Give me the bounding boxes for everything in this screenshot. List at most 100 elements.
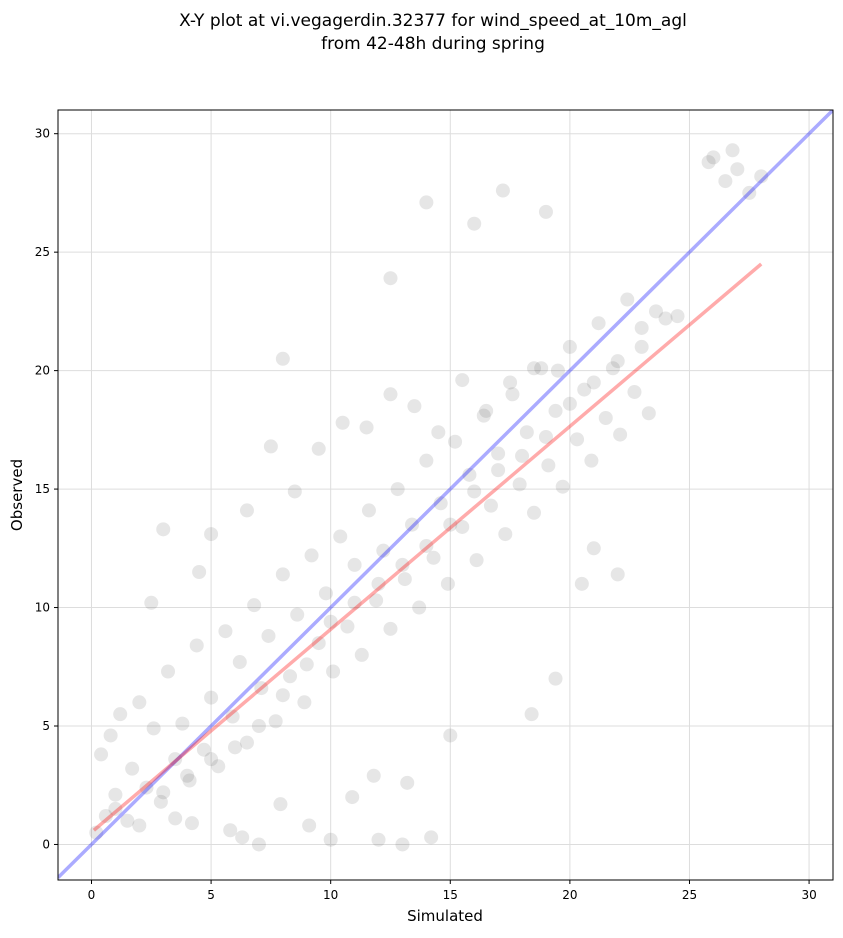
scatter-point	[512, 477, 527, 492]
scatter-point	[302, 818, 317, 833]
scatter-point	[251, 837, 266, 852]
scatter-point	[180, 768, 195, 783]
scatter-point	[634, 320, 649, 335]
scatter-point	[467, 216, 482, 231]
scatter-point	[562, 396, 577, 411]
scatter-point	[108, 787, 123, 802]
scatter-point	[263, 439, 278, 454]
scatter-point	[108, 801, 123, 816]
scatter-point	[419, 453, 434, 468]
scatter-point	[462, 467, 477, 482]
scatter-point	[383, 387, 398, 402]
y-axis: 0 5 10 15 20 25 30	[35, 127, 58, 851]
scatter-point	[634, 339, 649, 354]
scatter-point	[467, 484, 482, 499]
scatter-point	[223, 823, 238, 838]
scatter-point	[132, 818, 147, 833]
scatter-point	[443, 728, 458, 743]
scatter-point	[586, 375, 601, 390]
scatter-point	[275, 567, 290, 582]
scatter-point	[192, 565, 207, 579]
scatter-point	[204, 690, 219, 705]
scatter-point	[648, 304, 663, 319]
y-tick-label: 5	[42, 719, 50, 733]
scatter-point	[431, 425, 446, 440]
scatter-point	[426, 550, 441, 565]
scatter-point	[369, 593, 384, 608]
scatter-point	[658, 311, 673, 326]
scatter-point	[424, 830, 439, 845]
scatter-point	[495, 183, 510, 198]
scatter-point	[323, 832, 338, 847]
x-axis: 0 5 10 15 20 25 30	[88, 880, 817, 902]
scatter-point	[283, 669, 298, 684]
scatter-point	[359, 420, 374, 435]
scatter-point	[184, 816, 199, 831]
scatter-point	[515, 448, 530, 463]
scatter-point	[433, 496, 448, 511]
chart-title-line2: from 42-48h during spring	[321, 34, 545, 54]
scatter-point	[247, 598, 262, 613]
scatter-point	[390, 482, 405, 497]
scatter-point	[455, 519, 470, 534]
scatter-point	[89, 825, 104, 840]
scatter-point	[235, 830, 250, 845]
scatter-point	[304, 548, 319, 563]
scatter-point	[570, 432, 585, 447]
scatter-point	[412, 600, 427, 615]
scatter-point	[562, 339, 577, 354]
scatter-point	[94, 747, 109, 762]
scatter-point	[383, 271, 398, 286]
scatter-point	[275, 688, 290, 703]
scatter-point	[182, 773, 197, 788]
scatter-point	[323, 614, 338, 629]
scatter-point	[161, 664, 176, 679]
scatter-point	[239, 735, 254, 750]
scatter-point	[175, 716, 190, 731]
x-tick-label: 25	[682, 888, 697, 902]
scatter-point	[605, 361, 620, 376]
scatter-point	[297, 695, 312, 710]
scatter-point	[455, 373, 470, 388]
scatter-point	[534, 361, 549, 376]
scatter-point	[153, 794, 168, 809]
scatter-point	[125, 761, 140, 776]
scatter-point	[103, 728, 118, 743]
points-layer	[89, 143, 769, 852]
scatter-point	[196, 742, 211, 757]
scatter-point	[407, 399, 422, 414]
scatter-point	[132, 695, 147, 710]
scatter-point	[503, 375, 518, 390]
scatter-point	[113, 707, 128, 722]
scatter-point	[586, 541, 601, 556]
scatter-point	[483, 498, 498, 513]
scatter-point	[548, 403, 563, 418]
scatter-point	[538, 204, 553, 219]
x-axis-label: Simulated	[407, 907, 483, 925]
scatter-point	[371, 832, 386, 847]
scatter-point	[168, 811, 183, 826]
scatter-point	[361, 503, 376, 518]
scatter-point	[146, 721, 161, 736]
scatter-point	[371, 576, 386, 591]
scatter-point	[577, 382, 592, 397]
scatter-point	[419, 538, 434, 553]
scatter-point	[397, 572, 412, 587]
scatter-point	[290, 607, 305, 622]
lines-layer	[58, 110, 833, 879]
grid-layer	[58, 110, 833, 880]
scatter-point	[311, 441, 326, 456]
scatter-point	[400, 775, 415, 790]
x-tick-label: 5	[207, 888, 215, 902]
scatter-point	[524, 707, 539, 722]
x-tick-label: 0	[88, 888, 96, 902]
scatter-point	[405, 517, 420, 532]
scatter-point	[591, 316, 606, 331]
y-axis-label: Observed	[8, 459, 26, 531]
scatter-point	[395, 837, 410, 852]
scatter-point	[273, 797, 288, 812]
scatter-point	[318, 586, 333, 601]
scatter-point	[251, 719, 266, 733]
